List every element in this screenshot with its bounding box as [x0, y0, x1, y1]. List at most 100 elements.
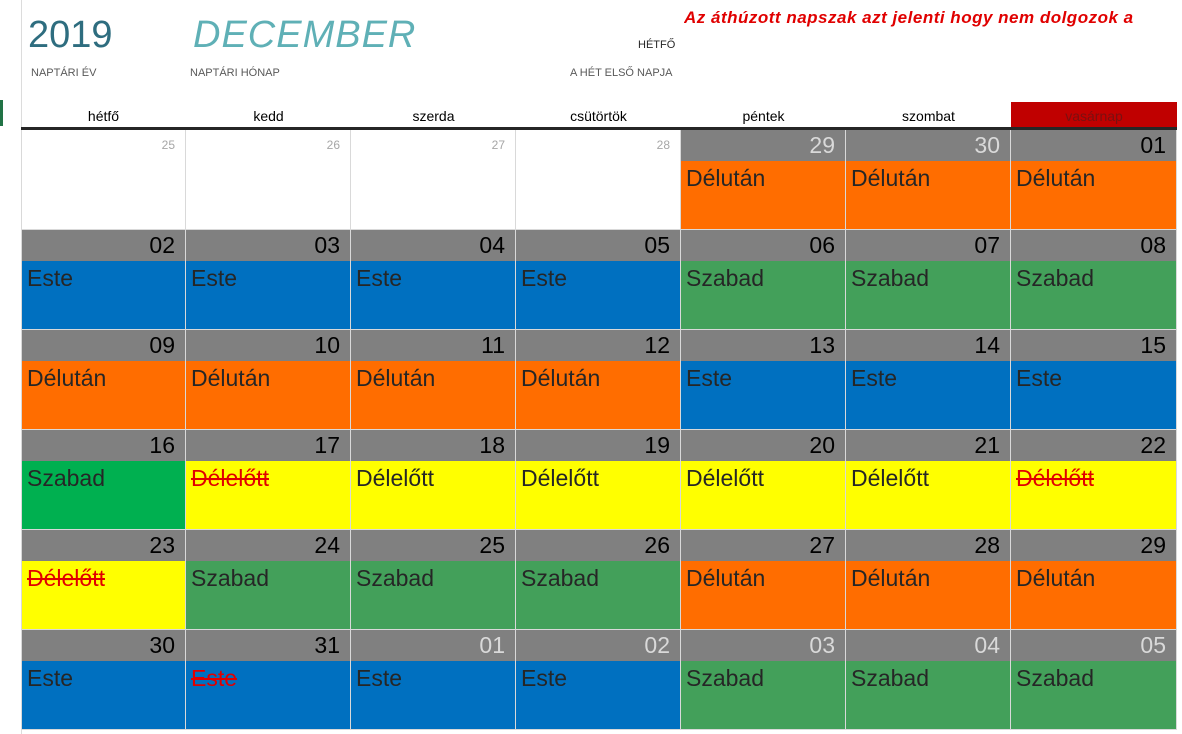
- shift-block[interactable]: Szabad: [22, 461, 185, 529]
- day-cell[interactable]: 27 Délután: [681, 530, 846, 630]
- day-cell[interactable]: 09 Délután: [21, 330, 186, 430]
- day-cell[interactable]: 12 Délután: [516, 330, 681, 430]
- shift-label: Délután: [356, 365, 436, 391]
- shift-block[interactable]: Délelőtt: [681, 461, 845, 529]
- shift-block[interactable]: Délután: [1011, 561, 1176, 629]
- shift-block[interactable]: Este: [681, 361, 845, 429]
- day-cell[interactable]: 25 Szabad: [351, 530, 516, 630]
- shift-block[interactable]: Szabad: [681, 261, 845, 329]
- day-cell[interactable]: 17 Délelőtt: [186, 430, 351, 530]
- day-cell[interactable]: 29 Délután: [681, 130, 846, 230]
- day-header: 23: [22, 530, 185, 561]
- shift-block[interactable]: Szabad: [351, 561, 515, 629]
- day-cell[interactable]: 01 Este: [351, 630, 516, 730]
- day-cell[interactable]: 15 Este: [1011, 330, 1177, 430]
- day-cell[interactable]: 18 Délelőtt: [351, 430, 516, 530]
- shift-block[interactable]: Este: [186, 661, 350, 729]
- shift-block[interactable]: Este: [22, 261, 185, 329]
- day-cell[interactable]: 02 Este: [516, 630, 681, 730]
- weekday-header-row: hétfő kedd szerda csütörtök péntek szombat vas…: [21, 102, 1177, 130]
- shift-block[interactable]: Délután: [22, 361, 185, 429]
- day-cell[interactable]: 19 Délelőtt: [516, 430, 681, 530]
- day-cell[interactable]: 28: [516, 130, 681, 230]
- day-cell[interactable]: 03 Este: [186, 230, 351, 330]
- day-cell[interactable]: 20 Délelőtt: [681, 430, 846, 530]
- weekday-4: péntek: [742, 108, 785, 124]
- shift-block[interactable]: Délután: [681, 561, 845, 629]
- day-cell[interactable]: 14 Este: [846, 330, 1011, 430]
- day-cell[interactable]: 04 Szabad: [846, 630, 1011, 730]
- shift-block[interactable]: Szabad: [846, 661, 1010, 729]
- day-cell[interactable]: 25: [21, 130, 186, 230]
- shift-block[interactable]: Szabad: [1011, 261, 1176, 329]
- shift-block[interactable]: Délután: [846, 561, 1010, 629]
- shift-label: Este: [356, 665, 403, 691]
- shift-block[interactable]: Este: [1011, 361, 1176, 429]
- day-cell[interactable]: 10 Délután: [186, 330, 351, 430]
- day-cell[interactable]: 23 Délelőtt: [21, 530, 186, 630]
- shift-block[interactable]: Este: [846, 361, 1010, 429]
- shift-block[interactable]: Szabad: [516, 561, 680, 629]
- calendar-year[interactable]: 2019: [28, 14, 113, 56]
- day-cell[interactable]: 11 Délután: [351, 330, 516, 430]
- shift-block[interactable]: Este: [516, 261, 680, 329]
- shift-block[interactable]: Este: [186, 261, 350, 329]
- day-cell[interactable]: 06 Szabad: [681, 230, 846, 330]
- day-cell[interactable]: 02 Este: [21, 230, 186, 330]
- day-header: 29: [1011, 530, 1176, 561]
- week-first-day-value[interactable]: HÉTFŐ: [638, 39, 676, 51]
- shift-block[interactable]: Délután: [846, 161, 1010, 229]
- day-header: 30: [22, 630, 185, 661]
- day-cell[interactable]: 30 Este: [21, 630, 186, 730]
- day-cell[interactable]: 13 Este: [681, 330, 846, 430]
- day-header: 01: [1011, 130, 1176, 161]
- shift-block[interactable]: Délután: [186, 361, 350, 429]
- shift-block[interactable]: Szabad: [846, 261, 1010, 329]
- day-header: 03: [186, 230, 350, 261]
- day-cell[interactable]: 21 Délelőtt: [846, 430, 1011, 530]
- day-cell[interactable]: 05 Este: [516, 230, 681, 330]
- shift-block[interactable]: Szabad: [681, 661, 845, 729]
- day-cell[interactable]: 30 Délután: [846, 130, 1011, 230]
- shift-block[interactable]: Délelőtt: [351, 461, 515, 529]
- day-cell[interactable]: 29 Délután: [1011, 530, 1177, 630]
- shift-block[interactable]: Délután: [351, 361, 515, 429]
- day-cell[interactable]: 28 Délután: [846, 530, 1011, 630]
- day-cell[interactable]: 01 Délután: [1011, 130, 1177, 230]
- shift-block[interactable]: Délelőtt: [846, 461, 1010, 529]
- shift-block[interactable]: Este: [516, 661, 680, 729]
- shift-block[interactable]: Délelőtt: [516, 461, 680, 529]
- day-cell[interactable]: 08 Szabad: [1011, 230, 1177, 330]
- day-cell[interactable]: 26 Szabad: [516, 530, 681, 630]
- shift-block[interactable]: Szabad: [186, 561, 350, 629]
- weekday-6: vasárnap: [1011, 102, 1177, 127]
- shift-block[interactable]: Este: [351, 261, 515, 329]
- day-cell[interactable]: 04 Este: [351, 230, 516, 330]
- shift-label: Este: [27, 665, 74, 691]
- shift-block[interactable]: Este: [351, 661, 515, 729]
- calendar-month[interactable]: DECEMBER: [193, 14, 417, 56]
- shift-block[interactable]: Délelőtt: [186, 461, 350, 529]
- shift-block[interactable]: Szabad: [1011, 661, 1176, 729]
- shift-block[interactable]: Délelőtt: [1011, 461, 1176, 529]
- shift-block[interactable]: Este: [22, 661, 185, 729]
- day-header: 16: [22, 430, 185, 461]
- day-cell[interactable]: 24 Szabad: [186, 530, 351, 630]
- day-cell[interactable]: 03 Szabad: [681, 630, 846, 730]
- day-cell[interactable]: 05 Szabad: [1011, 630, 1177, 730]
- day-header: 30: [846, 130, 1010, 161]
- day-cell[interactable]: 16 Szabad: [21, 430, 186, 530]
- shift-block[interactable]: Délután: [681, 161, 845, 229]
- shift-block[interactable]: Délután: [1011, 161, 1176, 229]
- shift-block[interactable]: Délután: [516, 361, 680, 429]
- day-cell[interactable]: 26: [186, 130, 351, 230]
- day-cell[interactable]: 31 Este: [186, 630, 351, 730]
- day-cell[interactable]: 22 Délelőtt: [1011, 430, 1177, 530]
- weekday-0: hétfő: [87, 108, 120, 124]
- shift-block[interactable]: Délelőtt: [22, 561, 185, 629]
- day-header: 12: [516, 330, 680, 361]
- day-header: 14: [846, 330, 1010, 361]
- day-cell[interactable]: 07 Szabad: [846, 230, 1011, 330]
- day-header: 24: [186, 530, 350, 561]
- day-cell[interactable]: 27: [351, 130, 516, 230]
